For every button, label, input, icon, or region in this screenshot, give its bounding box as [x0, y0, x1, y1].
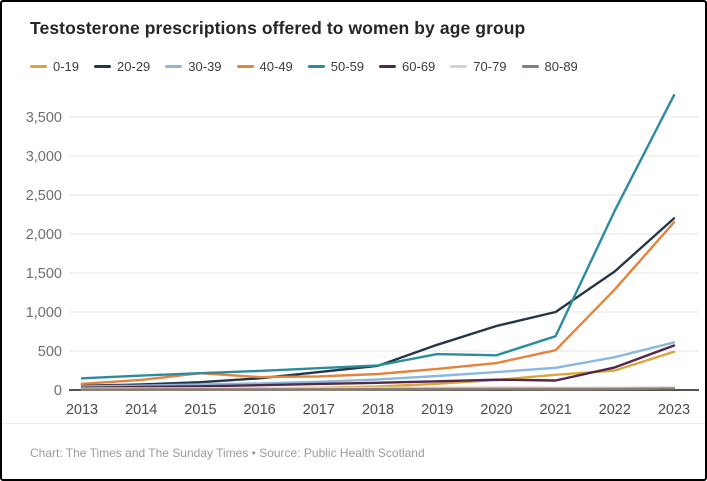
legend-label: 30-39: [188, 59, 222, 74]
legend-swatch-20-29: [94, 65, 112, 68]
x-tick-label: 2013: [66, 402, 98, 418]
y-tick-label: 3,500: [26, 110, 62, 126]
x-tick-label: 2022: [599, 402, 631, 418]
x-tick-label: 2017: [303, 402, 335, 418]
legend-label: 40-49: [259, 59, 293, 74]
legend-label: 80-89: [544, 59, 578, 74]
legend-item-30-39: 30-39: [165, 59, 222, 74]
x-tick-label: 2016: [243, 402, 275, 418]
y-tick-label: 1,000: [26, 305, 62, 321]
legend-label: 20-29: [117, 59, 151, 74]
legend-item-50-59: 50-59: [307, 59, 365, 74]
y-tick-label: 0: [54, 383, 62, 399]
series-line-60-69: [80, 344, 676, 389]
series-line-50-59: [80, 93, 676, 380]
x-tick-label: 2015: [184, 402, 216, 418]
legend-swatch-40-49: [236, 65, 254, 68]
legend-swatch-50-59: [307, 65, 325, 68]
x-tick-label: 2014: [125, 402, 157, 418]
chart-footer: Chart: The Times and The Sunday Times • …: [30, 446, 425, 460]
legend-swatch-80-89: [521, 65, 539, 68]
y-tick-label: 500: [38, 344, 62, 360]
legend: 0-19 20-29 30-39 40-49 50-59 60-69 70-79 80-89: [30, 59, 578, 74]
legend-item-0-19: 0-19: [30, 59, 79, 74]
legend-label: 70-79: [473, 59, 507, 74]
x-tick-label: 2023: [658, 402, 690, 418]
legend-item-20-29: 20-29: [94, 59, 150, 74]
legend-item-40-49: 40-49: [236, 59, 293, 74]
y-tick-label: 2,500: [26, 188, 62, 204]
series-line-80-89: [80, 387, 676, 391]
x-tick-label: 2020: [480, 402, 512, 418]
x-tick-label: 2018: [362, 402, 394, 418]
series-line-40-49: [80, 221, 676, 385]
x-tick-label: 2019: [421, 402, 453, 418]
legend-item-70-79: 70-79: [450, 59, 507, 74]
legend-swatch-70-79: [450, 65, 468, 68]
legend-item-60-69: 60-69: [379, 59, 435, 74]
legend-swatch-0-19: [30, 65, 47, 68]
legend-swatch-60-69: [379, 65, 397, 68]
y-tick-label: 3,000: [26, 149, 62, 165]
legend-swatch-30-39: [165, 65, 183, 68]
series-line-30-39: [80, 341, 676, 388]
series-line-20-29: [80, 217, 676, 387]
legend-item-80-89: 80-89: [521, 59, 578, 74]
legend-label: 50-59: [330, 59, 365, 74]
y-tick-label: 1,500: [26, 266, 62, 282]
y-tick-label: 2,000: [26, 227, 62, 243]
footer-divider: [2, 423, 705, 424]
chart-title: Testosterone prescriptions offered to wo…: [30, 18, 526, 38]
x-tick-label: 2021: [539, 402, 571, 418]
legend-label: 60-69: [402, 59, 436, 74]
legend-label: 0-19: [53, 59, 80, 74]
